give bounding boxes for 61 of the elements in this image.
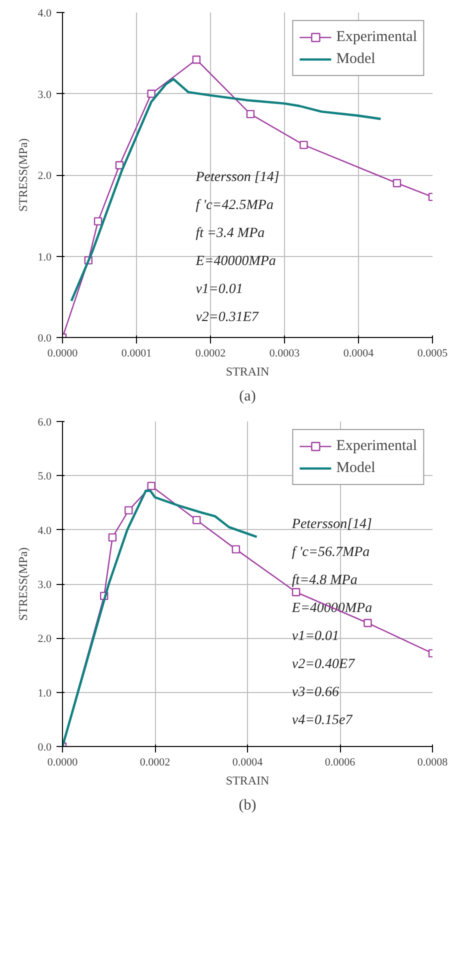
x-axis-title: STRAIN: [226, 774, 270, 788]
point: [364, 618, 372, 628]
y-tick-label: 1.0: [38, 687, 52, 700]
line-series: [70, 78, 382, 302]
point: [292, 588, 300, 596]
point: [124, 506, 133, 514]
point: [192, 516, 201, 524]
point: [147, 482, 156, 490]
annotation: v2=0.31E7: [196, 310, 260, 325]
point: [392, 179, 402, 188]
x-tick-label: 0.0004: [232, 756, 264, 768]
y-tick-label: 0.0: [38, 742, 52, 754]
point: [94, 217, 102, 226]
legend-label: Experimental: [336, 438, 417, 454]
y-tick-label: 6.0: [38, 416, 52, 428]
y-axis-title: STRESS(MPa): [16, 547, 30, 621]
x-tick-label: 0.0004: [343, 348, 374, 360]
annotation: f 'c=56.7MPa: [292, 545, 370, 560]
y-tick-label: 2.0: [38, 170, 52, 182]
point: [232, 545, 240, 554]
y-tick-label: 5.0: [38, 470, 52, 483]
x-tick-label: 0.0000: [47, 348, 78, 360]
y-tick-label: 2.0: [38, 633, 52, 646]
annotation: ft =3.4 MPa: [196, 226, 265, 241]
x-tick-label: 0.0002: [195, 348, 226, 360]
x-axis-title: STRAIN: [226, 364, 270, 378]
point: [192, 56, 201, 64]
legend-label: Model: [336, 460, 376, 476]
annotation: Petersson[14]: [290, 517, 372, 532]
x-tick-label: 0.0006: [324, 756, 356, 768]
annotation: E=40000MPa: [194, 254, 276, 269]
legend-label: Experimental: [336, 28, 417, 46]
y-axis-title: STRESS(MPa): [16, 138, 30, 212]
annotation: v4=0.15e7: [292, 713, 354, 728]
point: [108, 533, 117, 542]
y-tick-label: 3.0: [38, 88, 52, 101]
annotation: f 'c=42.5MPa: [196, 198, 274, 213]
annotation: v1=0.01: [196, 282, 243, 297]
legend-label: Model: [336, 50, 376, 68]
x-tick-label: 0.0005: [417, 348, 448, 360]
annotation: ft=4.8 MPa: [292, 573, 358, 588]
annotation: v3=0.66: [292, 685, 340, 700]
y-tick-label: 4.0: [38, 524, 52, 537]
y-tick-label: 4.0: [38, 8, 52, 20]
y-tick-label: 0.0: [38, 332, 52, 344]
x-tick-label: 0.0002: [140, 756, 170, 768]
annotation: v1=0.01: [292, 629, 340, 644]
y-tick-label: 1.0: [38, 251, 52, 264]
point: [147, 90, 156, 98]
x-tick-label: 0.0001: [121, 348, 152, 360]
annotation: Petersson [14]: [194, 170, 280, 185]
y-tick-label: 3.0: [38, 579, 52, 591]
text: (a): [239, 388, 256, 404]
annotation: v2=0.40E7: [292, 657, 356, 672]
x-tick-label: 0.0008: [417, 756, 448, 768]
x-tick-label: 0.0003: [269, 348, 300, 360]
x-tick-label: 0.0000: [47, 756, 78, 768]
point: [246, 110, 255, 118]
point: [300, 140, 308, 150]
point: [115, 161, 124, 170]
text: (b): [238, 798, 256, 814]
